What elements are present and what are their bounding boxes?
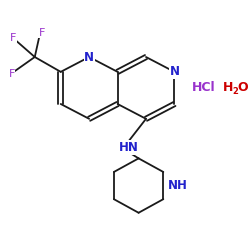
Text: N: N	[170, 65, 179, 78]
Text: F: F	[8, 69, 15, 79]
Text: F: F	[38, 28, 45, 38]
Text: O: O	[237, 82, 248, 94]
Text: NH: NH	[168, 179, 188, 192]
Text: 2: 2	[233, 87, 239, 96]
Text: HN: HN	[119, 141, 139, 154]
Text: HCl: HCl	[192, 82, 216, 94]
Text: H: H	[222, 82, 233, 94]
Text: N: N	[84, 50, 94, 64]
Text: F: F	[10, 33, 16, 43]
